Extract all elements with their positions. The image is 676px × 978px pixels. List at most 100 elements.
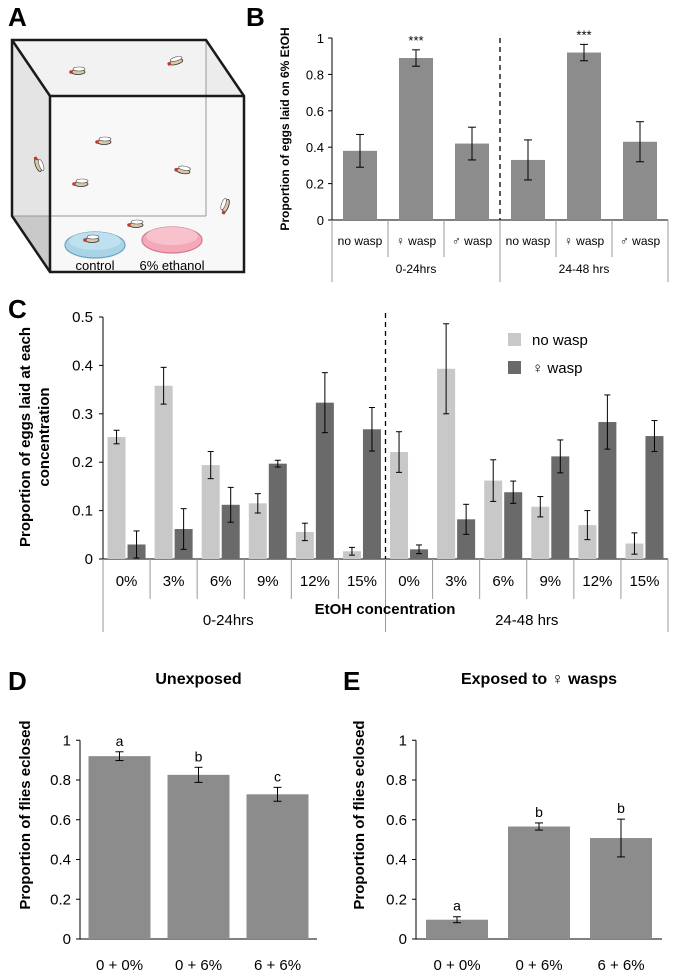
bar-female-wasp [315, 402, 334, 559]
y-axis-title-line: Proportion of eggs laid at each [17, 327, 34, 547]
x-tick-label: ♂ wasp [452, 234, 493, 248]
group-label: 24-48 hrs [559, 262, 610, 276]
fly-icon [95, 136, 112, 145]
bar-female-wasp [221, 504, 240, 559]
chart-b: 0 0.2 0.4 0.6 0.8 1 no wasp *** ♀ wasp ♂ wasp no w… [278, 27, 669, 282]
x-tick-label: 15% [629, 573, 659, 590]
bar-female-wasp [598, 422, 617, 559]
y-tick-label: 0 [85, 551, 93, 568]
bar-female-wasp [457, 519, 476, 559]
y-tick-label: 0.2 [306, 177, 324, 192]
x-tick-label: 0 + 6% [515, 957, 562, 974]
group-label: 0-24hrs [396, 262, 437, 276]
panel-letter-c: C [8, 294, 27, 324]
x-tick-label: ♂ wasp [620, 234, 661, 248]
control-dish-label: control [75, 258, 114, 273]
significance-letter: a [116, 733, 124, 749]
bar-no-wasp [531, 506, 550, 559]
panel-letter-b: B [246, 2, 265, 32]
bar-no-wasp [578, 525, 597, 559]
chart-e: 0 0.2 0.4 0.6 0.8 1 a 0 + 0% b 0 + 6% b 6 + 6% Expos… [351, 671, 662, 974]
fly-wing [220, 198, 227, 211]
ethanol-dish-label: 6% ethanol [139, 258, 204, 273]
x-tick-label: 0% [398, 573, 420, 590]
fly-eye [72, 182, 76, 186]
y-tick-label: 0.8 [306, 67, 324, 82]
significance-letter: b [617, 800, 625, 816]
chart-d: 0 0.2 0.4 0.6 0.8 1 a 0 + 0% b 0 + 6% c 6 + 6% Unexp… [17, 671, 317, 974]
fly-icon [127, 219, 144, 228]
y-tick-label: 0.2 [72, 454, 93, 471]
x-tick-label: 6% [210, 573, 232, 590]
fly-wing [72, 66, 86, 72]
bar-no-wasp [295, 531, 314, 559]
y-tick-label: 0.4 [306, 140, 324, 155]
y-tick-label: 0.3 [72, 406, 93, 423]
fly-wing [86, 234, 100, 240]
y-tick-label: 1 [317, 31, 324, 46]
bar [88, 756, 151, 939]
bar [167, 774, 230, 939]
cage-illustration: control 6% ethanol [10, 38, 246, 274]
x-tick-label: 3% [445, 573, 467, 590]
fly-eye [174, 167, 178, 172]
y-tick-label: 0.2 [50, 891, 71, 908]
fly-wing [75, 178, 89, 184]
x-tick-label: ♀ wasp [396, 234, 437, 248]
fly-wing [98, 136, 112, 142]
group-label: 0-24hrs [203, 612, 254, 629]
bar-no-wasp [154, 385, 173, 559]
flies [33, 56, 230, 243]
fly-eye [33, 156, 38, 161]
significance-marker: *** [408, 33, 423, 48]
y-tick-label: 0.6 [50, 812, 71, 829]
fly-icon [69, 66, 86, 75]
legend-label: no wasp [532, 332, 588, 349]
bar [426, 919, 488, 939]
bar-female-wasp [645, 436, 664, 559]
panel-letter-e: E [343, 666, 360, 696]
y-tick-label: 0.5 [72, 309, 93, 326]
x-tick-label: no wasp [506, 234, 551, 248]
y-axis-title: Proportion of flies eclosed [351, 720, 368, 909]
significance-letter: b [195, 748, 203, 764]
bar-female-wasp [362, 429, 381, 559]
fly-wing [38, 158, 45, 171]
y-tick-label: 0 [399, 931, 407, 948]
fly-icon [33, 156, 45, 173]
x-tick-label: 6% [492, 573, 514, 590]
fly-icon [167, 56, 184, 66]
fly-icon [72, 178, 89, 187]
group-label: 24-48 hrs [495, 612, 558, 629]
fly-eye [69, 70, 73, 74]
bar-no-wasp [437, 368, 456, 559]
fly-icon [220, 198, 230, 215]
bar-female-wasp [551, 456, 570, 559]
y-tick-label: 0.4 [50, 852, 71, 869]
chart-title: Unexposed [155, 671, 241, 688]
legend-swatch [508, 361, 521, 374]
bar [399, 58, 433, 220]
significance-letter: a [453, 898, 461, 914]
y-tick-label: 0.4 [386, 852, 407, 869]
y-tick-label: 0.1 [72, 503, 93, 520]
fly-eye [83, 238, 87, 242]
panel-letter-d: D [8, 666, 27, 696]
bar-no-wasp [248, 503, 267, 559]
x-tick-label: 0 + 0% [433, 957, 480, 974]
cage-top-face [12, 40, 244, 96]
bar-female-wasp [504, 492, 523, 559]
x-tick-label: 6 + 6% [597, 957, 644, 974]
x-tick-label: 9% [257, 573, 279, 590]
bar-no-wasp [107, 437, 126, 559]
x-tick-label: 12% [582, 573, 612, 590]
x-tick-label: no wasp [338, 234, 383, 248]
bar-no-wasp [201, 465, 220, 559]
y-axis-title: Proportion of eggs laid at each concentra… [17, 327, 53, 547]
bar-no-wasp [390, 452, 409, 559]
bar-no-wasp [484, 480, 503, 559]
bar [567, 52, 601, 221]
x-tick-label: 0% [116, 573, 138, 590]
y-tick-label: 0 [317, 213, 324, 228]
